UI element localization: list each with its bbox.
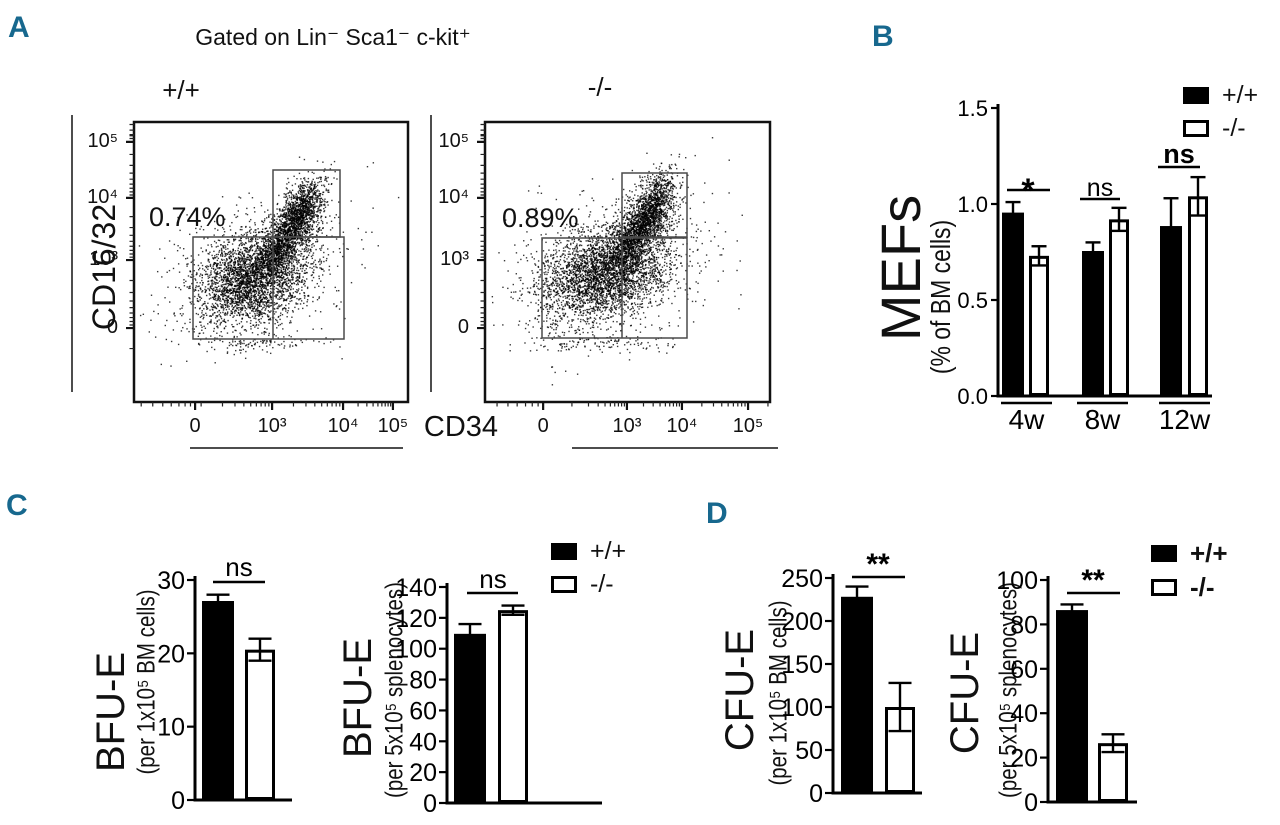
flow-y-tick-label: 10⁵ xyxy=(87,129,118,152)
svg-text:0.0: 0.0 xyxy=(957,384,988,409)
svg-text:0: 0 xyxy=(809,780,823,808)
flow-y-tick-label: 10⁴ xyxy=(438,185,469,208)
svg-text:8w: 8w xyxy=(1085,404,1122,435)
svg-text:10: 10 xyxy=(157,714,185,742)
legend-panel-d: +/+ -/- xyxy=(1151,540,1228,600)
svg-text:250: 250 xyxy=(781,565,823,593)
svg-text:0: 0 xyxy=(423,790,437,818)
flow-dot-cloud xyxy=(487,124,768,400)
y-scale-line-left xyxy=(71,115,73,392)
svg-text:200: 200 xyxy=(781,608,823,636)
legend-row-wildtype: +/+ xyxy=(551,539,626,564)
svg-text:1.0: 1.0 xyxy=(957,192,988,217)
svg-text:100: 100 xyxy=(781,694,823,722)
svg-text:80: 80 xyxy=(1010,611,1038,639)
open-swatch-icon xyxy=(1183,120,1209,137)
svg-text:20: 20 xyxy=(409,759,437,787)
svg-text:100: 100 xyxy=(996,567,1038,595)
panel-c-label: C xyxy=(6,489,28,522)
legend-label-knockout: -/- xyxy=(1190,572,1215,602)
legend-row-knockout: -/- xyxy=(551,572,626,597)
panel-a-label: A xyxy=(8,11,30,44)
svg-text:*: * xyxy=(1021,172,1035,210)
svg-text:ns: ns xyxy=(225,552,252,582)
svg-text:80: 80 xyxy=(409,667,437,695)
filled-swatch-icon xyxy=(1151,544,1177,562)
svg-text:150: 150 xyxy=(781,651,823,679)
flow-x-tick-label: 10³ xyxy=(257,415,287,437)
flow-x-tick-label: 10³ xyxy=(612,415,642,437)
y-scale-line-right xyxy=(430,115,432,392)
legend-label-wildtype: +/+ xyxy=(590,537,627,565)
flow-frame-and-gates xyxy=(477,120,772,410)
x-scale-line-left xyxy=(190,447,403,449)
flow-y-tick-label: 10⁴ xyxy=(87,185,118,208)
legend-row-wildtype: +/+ xyxy=(1151,540,1228,566)
svg-text:140: 140 xyxy=(395,574,437,602)
legend-label-knockout: -/- xyxy=(590,570,614,598)
flow-x-tick-label: 10⁵ xyxy=(732,415,764,437)
filled-swatch-icon xyxy=(1183,87,1209,104)
legend-panel-c: +/+ -/- xyxy=(551,539,626,597)
bar-chart-svg: 0 20 40 60 80 100 ** xyxy=(996,564,1137,817)
svg-text:**: ** xyxy=(866,548,890,581)
flow-x-axis-label: CD34 xyxy=(423,411,499,443)
legend-row-knockout: -/- xyxy=(1151,574,1228,600)
bfue-spleen-y-axis-label: BFU-E xyxy=(336,638,380,758)
flow-y-tick-label: 10³ xyxy=(440,248,469,271)
x-scale-line-right xyxy=(572,447,778,449)
open-swatch-icon xyxy=(551,576,577,593)
panel-a-gating-title: Gated on Lin⁻ Sca1⁻ c-kit⁺ xyxy=(195,24,471,50)
flow-frame-and-gates xyxy=(126,120,410,410)
svg-text:100: 100 xyxy=(395,636,437,664)
svg-text:12w: 12w xyxy=(1159,404,1211,435)
svg-text:20: 20 xyxy=(1010,745,1038,773)
svg-text:**: ** xyxy=(1081,564,1105,597)
flow-x-tick-label: 0 xyxy=(189,415,201,437)
filled-swatch-icon xyxy=(551,543,577,560)
svg-text:120: 120 xyxy=(395,605,437,633)
svg-text:0: 0 xyxy=(171,787,185,815)
svg-text:0.5: 0.5 xyxy=(957,288,988,313)
bar-chart-svg: 0 50 100 150 200 250 ** xyxy=(781,548,922,808)
cfue-bm-y-axis-label: CFU-E xyxy=(718,628,762,752)
flow-y-tick-label: 0 xyxy=(457,316,469,339)
svg-text:40: 40 xyxy=(409,728,437,756)
svg-text:0: 0 xyxy=(1024,789,1038,817)
svg-text:50: 50 xyxy=(795,737,823,765)
svg-text:4w: 4w xyxy=(1009,404,1046,435)
legend-label-wildtype: +/+ xyxy=(1222,81,1259,109)
legend-label-wildtype: +/+ xyxy=(1190,538,1228,568)
flow-x-tick-label: 10⁴ xyxy=(666,415,698,437)
genotype-label-knockout: -/- xyxy=(587,72,613,102)
svg-text:ns: ns xyxy=(1163,139,1195,169)
open-swatch-icon xyxy=(1151,578,1177,596)
legend-panel-b: +/+ -/- xyxy=(1183,83,1258,141)
svg-text:30: 30 xyxy=(157,567,185,595)
flow-y-tick-label: 0 xyxy=(106,316,118,339)
bar-chart-svg: 0 10 20 30 ns xyxy=(157,552,292,815)
svg-text:40: 40 xyxy=(1010,700,1038,728)
svg-text:ns: ns xyxy=(479,564,506,594)
panel-d-label: D xyxy=(706,497,728,530)
legend-row-wildtype: +/+ xyxy=(1183,83,1258,108)
legend-row-knockout: -/- xyxy=(1183,116,1258,141)
bar-chart-svg: 0.0 0.5 1.0 1.5 4w 8w 12w * ns ns xyxy=(957,96,1212,435)
flow-x-tick-label: 10⁴ xyxy=(327,415,359,437)
legend-label-knockout: -/- xyxy=(1222,114,1246,142)
panel-b-label: B xyxy=(872,20,894,53)
svg-text:20: 20 xyxy=(157,640,185,668)
flow-x-tick-label: 0 xyxy=(537,415,549,437)
svg-text:60: 60 xyxy=(1010,656,1038,684)
svg-text:60: 60 xyxy=(409,697,437,725)
flow-x-tick-label: 10⁵ xyxy=(377,415,409,437)
svg-text:ns: ns xyxy=(1087,174,1113,202)
flow-y-tick-label: 10⁵ xyxy=(438,129,469,152)
flow-y-tick-label: 10³ xyxy=(89,248,118,271)
genotype-label-wildtype: +/+ xyxy=(162,75,200,105)
svg-text:1.5: 1.5 xyxy=(957,96,988,121)
flow-dot-cloud xyxy=(136,124,406,400)
